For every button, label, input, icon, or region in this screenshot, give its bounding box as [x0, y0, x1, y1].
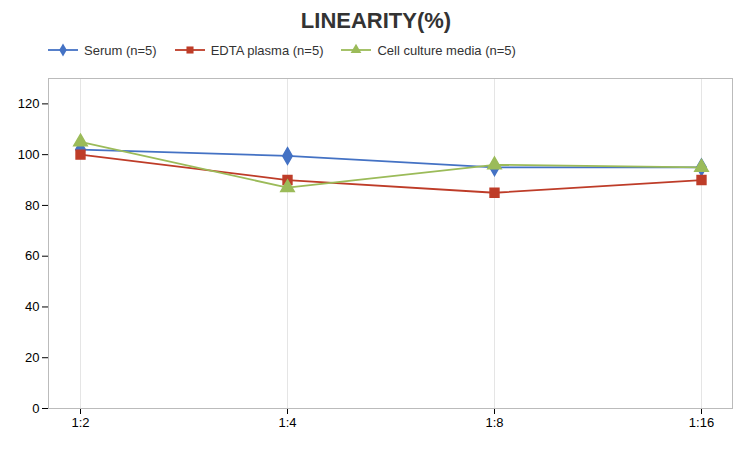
html-text:LINEARITY(%): LINEARITY(%): [300, 8, 452, 33]
svg-text:100: 100: [18, 147, 40, 162]
html-text:Serum (n=5): Serum (n=5): [84, 42, 157, 58]
svg-text:60: 60: [25, 248, 39, 263]
html-text:Cell culture media (n=5): Cell culture media (n=5): [377, 42, 516, 58]
svg-text:80: 80: [25, 198, 39, 213]
svg-text:0: 0: [32, 401, 39, 416]
svg-text:120: 120: [18, 96, 40, 111]
svg-text:20: 20: [25, 350, 39, 365]
html-text:EDTA plasma (n=5): EDTA plasma (n=5): [210, 42, 324, 58]
svg-text:1:8: 1:8: [485, 415, 503, 430]
svg-text:1:16: 1:16: [689, 415, 714, 430]
svg-text:40: 40: [25, 299, 39, 314]
svg-text:1:2: 1:2: [71, 415, 89, 430]
svg-text:1:4: 1:4: [278, 415, 296, 430]
